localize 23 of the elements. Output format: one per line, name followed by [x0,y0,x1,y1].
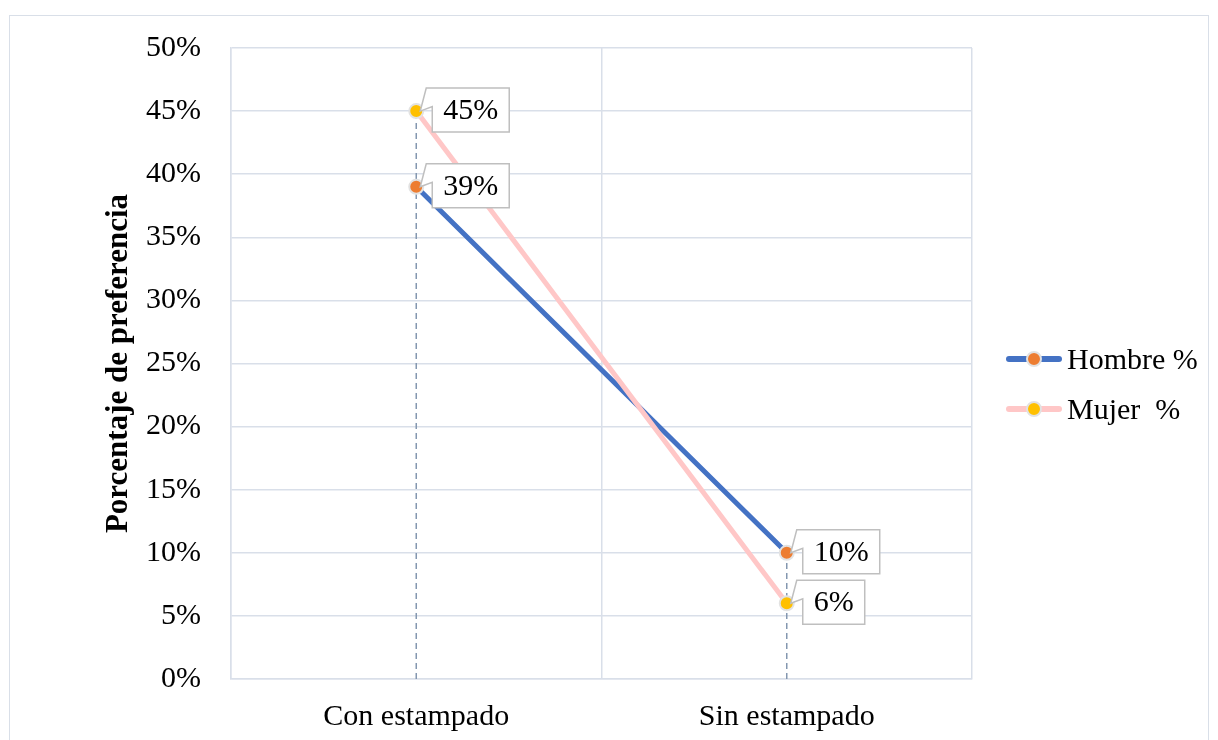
y-tick-label: 45% [146,91,201,125]
y-tick-label: 15% [146,470,201,504]
x-tick-label: Con estampado [323,697,510,731]
data-label: 6% [813,584,854,618]
y-tick-label: 50% [146,28,201,62]
y-tick-label: 35% [146,218,201,252]
data-label: 39% [443,167,499,201]
point [408,103,425,120]
point [778,544,795,561]
legend-label: Mujer % [1067,391,1181,426]
x-tick-label: Sin estampado [698,697,875,731]
legend-label: Hombre % [1067,341,1198,376]
data-label: 10% [813,533,869,567]
y-tick-label: 30% [146,281,201,315]
y-axis-title: Porcentaje de preferencia [98,193,134,534]
y-tick-label: 5% [161,596,201,630]
point [408,178,425,195]
y-tick-label: 40% [146,155,201,189]
data-label: 45% [443,91,499,125]
y-tick-label: 0% [161,659,201,693]
y-tick-label: 20% [146,407,201,441]
y-tick-label: 10% [146,533,201,567]
y-tick-label: 25% [146,344,201,378]
